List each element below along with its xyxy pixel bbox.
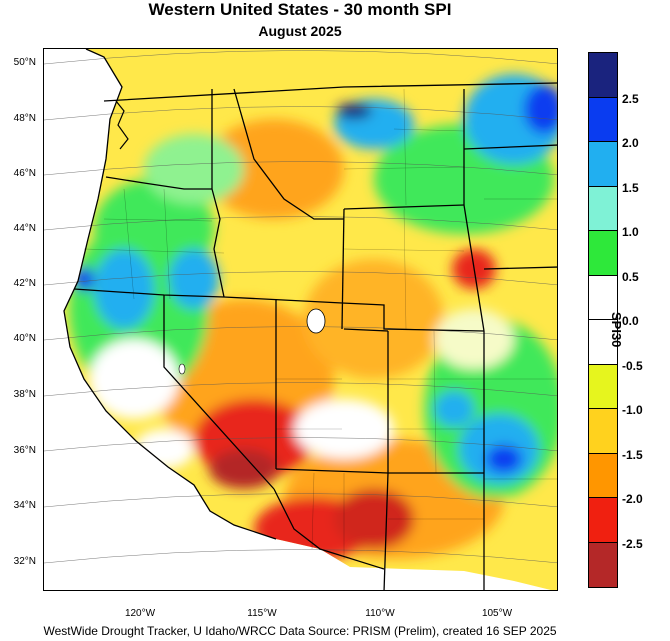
colorbar xyxy=(588,52,618,588)
map-title: Western United States - 30 month SPI xyxy=(148,0,452,19)
lon-label-115: 115°W xyxy=(247,608,277,619)
state-borders xyxy=(73,82,557,590)
lat-label-42: 42°N xyxy=(13,278,36,289)
lat-label-34: 34°N xyxy=(13,500,36,511)
coastline xyxy=(63,49,277,540)
colorbar-bin xyxy=(589,364,617,409)
lat-label-48: 48°N xyxy=(13,113,36,124)
colorbar-bin xyxy=(589,97,617,142)
lat-label-32: 32°N xyxy=(13,556,36,567)
lat-label-36: 36°N xyxy=(13,445,36,456)
lon-label-110: 110°W xyxy=(365,608,395,619)
colorbar-label-neg1.5: -1.5 xyxy=(622,448,643,462)
lat-label-50: 50°N xyxy=(13,57,36,68)
county-lines xyxy=(83,88,557,559)
colorbar-bin xyxy=(589,453,617,498)
colorbar-title: SPI30 xyxy=(609,312,624,348)
puget-sound xyxy=(115,100,129,150)
colorbar-label-1.5: 1.5 xyxy=(622,181,639,195)
colorbar-bin xyxy=(589,142,617,187)
colorbar-bin xyxy=(589,498,617,543)
colorbar-bin xyxy=(589,186,617,231)
map-panel xyxy=(43,48,558,591)
credit-footer: WestWide Drought Tracker, U Idaho/WRCC D… xyxy=(43,624,557,638)
colorbar-label-neg2.5: -2.5 xyxy=(622,537,643,551)
colorbar-bin xyxy=(589,231,617,276)
colorbar-label-2.5: 2.5 xyxy=(622,92,639,106)
colorbar-bin xyxy=(589,409,617,454)
colorbar-label-neg2.0: -2.0 xyxy=(622,492,643,506)
lon-label-120: 120°W xyxy=(124,608,156,619)
map-subtitle: August 2025 xyxy=(258,23,342,39)
lat-label-38: 38°N xyxy=(13,389,36,400)
spi-map xyxy=(44,49,557,590)
colorbar-bin xyxy=(589,542,617,587)
colorbar-label-0.0: 0.0 xyxy=(622,314,639,328)
lat-label-46: 46°N xyxy=(13,168,36,179)
colorbar-label-neg0.5: -0.5 xyxy=(622,359,643,373)
colorbar-bin xyxy=(589,320,617,365)
lat-label-44: 44°N xyxy=(13,223,36,234)
lat-label-40: 40°N xyxy=(13,333,36,344)
colorbar-label-2.0: 2.0 xyxy=(622,136,639,150)
colorbar-label-0.5: 0.5 xyxy=(622,270,639,284)
colorbar-bin xyxy=(589,275,617,320)
colorbar-label-1.0: 1.0 xyxy=(622,225,639,239)
colorbar-bin xyxy=(589,53,617,98)
lake-tahoe xyxy=(178,363,186,375)
lon-label-105: 105°W xyxy=(481,608,513,619)
graticule xyxy=(44,50,557,564)
colorbar-label-neg1.0: -1.0 xyxy=(622,403,643,417)
great-salt-lake xyxy=(306,308,326,334)
